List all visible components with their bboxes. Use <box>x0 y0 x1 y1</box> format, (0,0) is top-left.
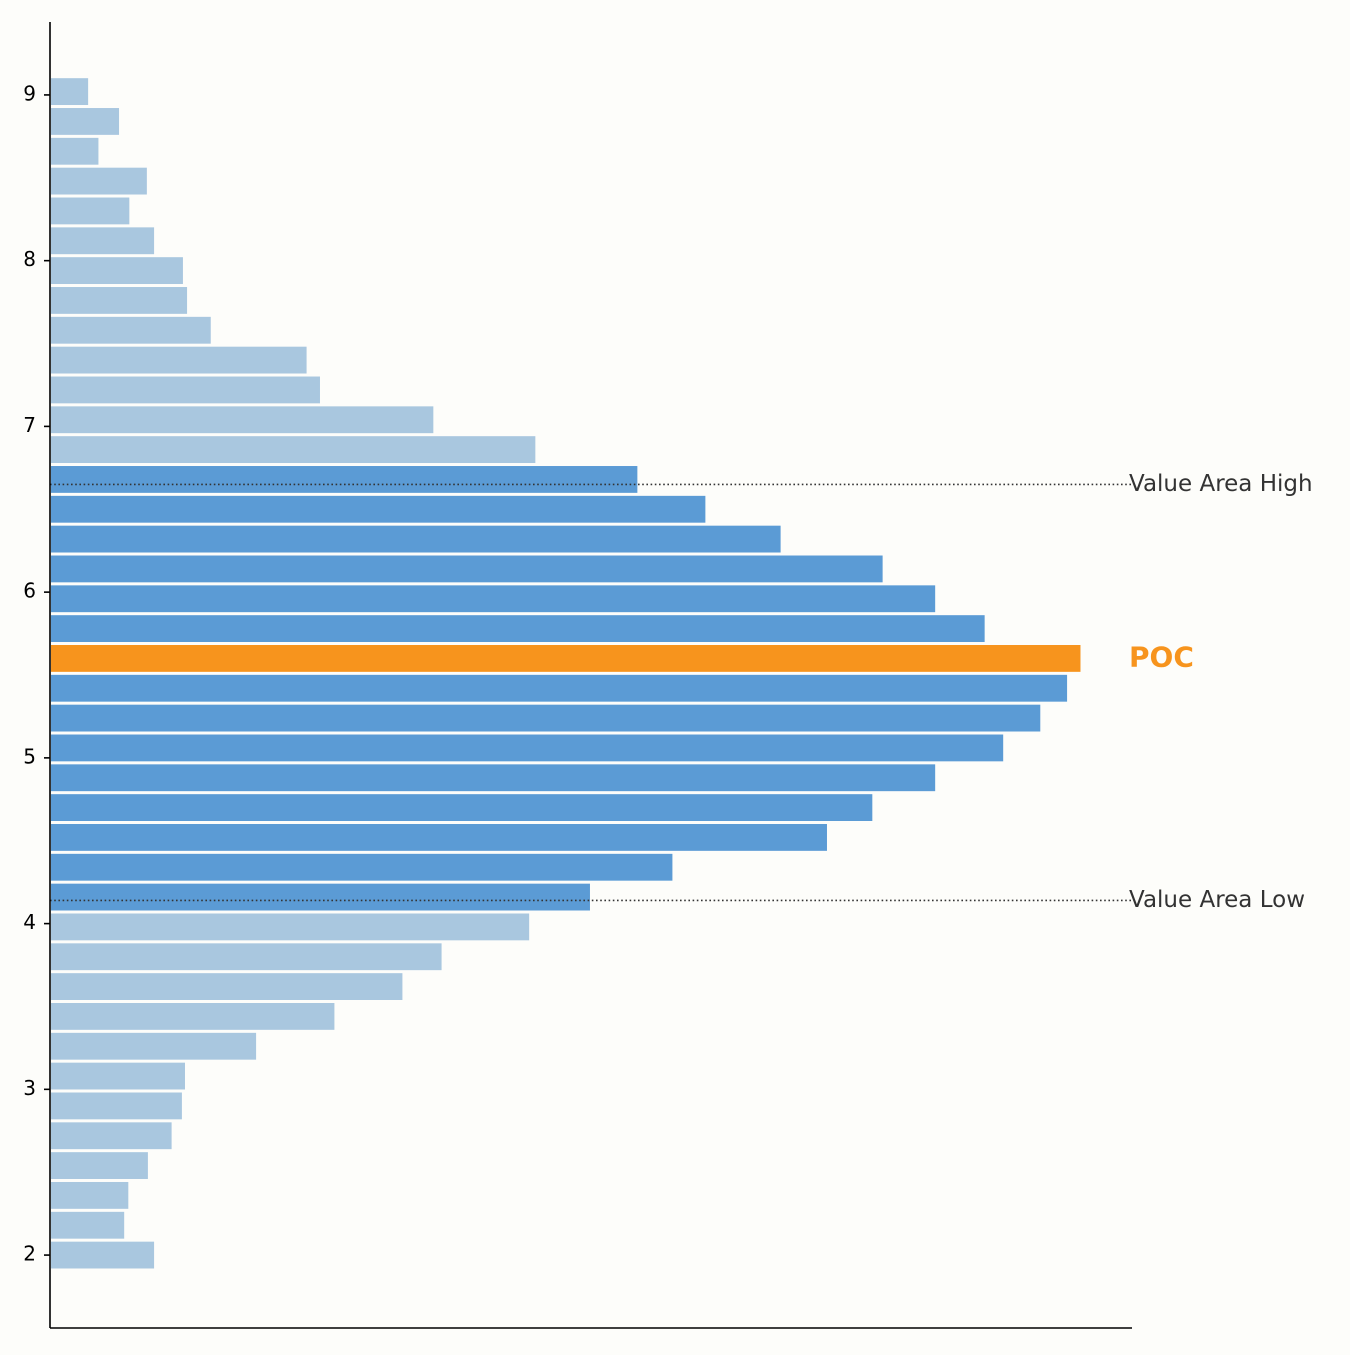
volume-bar <box>51 316 211 344</box>
volume-bar <box>51 466 638 493</box>
y-tick-label: 4 <box>23 910 36 934</box>
volume-bar <box>51 943 442 971</box>
volume-bar <box>51 883 590 911</box>
y-tick-label: 3 <box>23 1076 36 1100</box>
volume-bar <box>51 913 530 941</box>
y-tick-label: 2 <box>23 1242 36 1266</box>
poc-bar <box>51 645 1081 672</box>
annotation-layer: Value Area High POC Value Area Low <box>1129 471 1313 913</box>
volume-bar <box>51 1152 148 1179</box>
volume-bar <box>51 585 936 613</box>
poc-label: POC <box>1129 640 1194 673</box>
volume-bar <box>51 436 536 464</box>
volume-bar <box>51 1211 125 1239</box>
volume-bar <box>51 287 188 314</box>
volume-bar <box>51 78 89 106</box>
volume-bar <box>51 1241 155 1269</box>
y-tick-label: 5 <box>23 744 36 768</box>
volume-bar <box>51 376 320 404</box>
y-tick-label: 9 <box>23 81 36 105</box>
volume-bar <box>51 1003 335 1030</box>
volume-bar <box>51 227 155 255</box>
volume-bar <box>51 674 1068 702</box>
axis-layer: 2 3 4 5 6 7 8 9 <box>23 22 1132 1329</box>
volume-bar <box>51 1062 185 1090</box>
volume-bar <box>51 525 781 553</box>
bars-layer <box>51 78 1081 1269</box>
y-tick-label: 7 <box>23 413 36 437</box>
volume-bar <box>51 1092 182 1120</box>
volume-bar <box>51 406 434 434</box>
volume-bar <box>51 257 183 285</box>
volume-bar <box>51 704 1041 732</box>
y-tick-label: 8 <box>23 247 36 271</box>
volume-bar <box>51 764 936 792</box>
volume-bar <box>51 734 1004 762</box>
volume-bar <box>51 197 130 225</box>
volume-bar <box>51 1122 172 1150</box>
volume-bar <box>51 167 147 195</box>
volume-bar <box>51 973 403 1000</box>
volume-bar <box>51 137 99 165</box>
volume-bar <box>51 615 985 643</box>
volume-bar <box>51 108 120 135</box>
value-area-low-label: Value Area Low <box>1129 887 1305 913</box>
volume-bar <box>51 853 673 881</box>
volume-bar <box>51 794 873 821</box>
value-area-high-label: Value Area High <box>1129 471 1313 497</box>
volume-bar <box>51 346 307 374</box>
volume-bar <box>51 824 827 851</box>
y-tick-label: 6 <box>23 579 36 603</box>
volume-bar <box>51 495 706 523</box>
volume-bar <box>51 1181 129 1209</box>
volume-bar <box>51 555 883 583</box>
volume-bar <box>51 1032 257 1060</box>
